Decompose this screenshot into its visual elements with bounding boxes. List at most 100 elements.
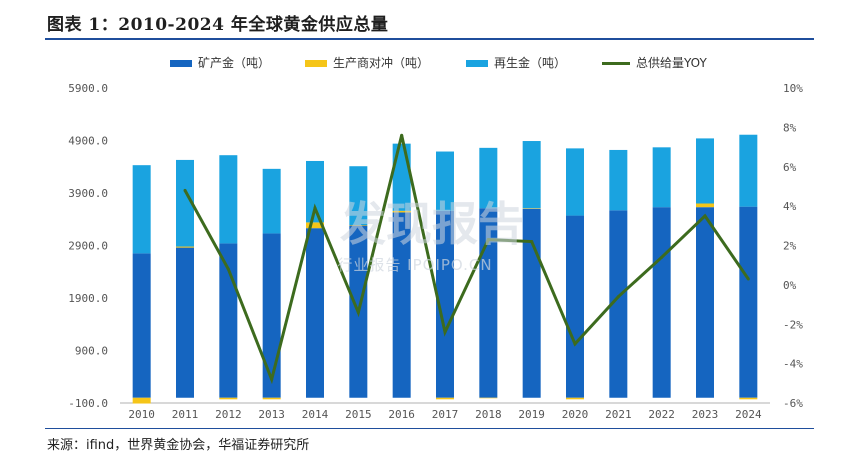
bar-recycle [219, 155, 238, 244]
x-tick-label: 2013 [258, 408, 285, 421]
bar-recycle [306, 160, 324, 223]
point-yoy [746, 277, 750, 281]
point-yoy [400, 133, 404, 137]
legend-swatch-recycle [466, 60, 488, 67]
plot-area: -100.0 900.0 1900.0 2900.0 3900.0 4900.0 5900.… [68, 82, 803, 421]
y-right-tick-label: 10% [783, 82, 803, 95]
bar-hedge [349, 225, 368, 226]
bar-recycle [652, 147, 671, 208]
point-yoy [530, 240, 534, 244]
bar-hedge [132, 397, 151, 404]
legend-label-recycle: 再生金（吨） [494, 55, 566, 70]
bar-recycle [479, 147, 498, 209]
x-tick-label: 2010 [128, 408, 155, 421]
bar-mine [262, 233, 281, 398]
point-yoy [226, 267, 230, 271]
y-left-tick-label: -100.0 [68, 397, 108, 410]
point-yoy [486, 238, 490, 242]
bar-hedge [219, 397, 238, 400]
bar-mine [132, 253, 151, 398]
chart-legend: 矿产金（吨） 生产商对冲（吨） 再生金（吨） 总供给量YOY [170, 55, 707, 70]
point-yoy [703, 214, 707, 218]
bar-recycle [739, 134, 758, 207]
bar-hedge [522, 208, 541, 209]
bar-mine [176, 247, 194, 398]
figure-title: 图表 1：2010-2024 年全球黄金供应总量 [47, 15, 389, 35]
bar-recycle [262, 168, 281, 234]
bar-hedge [566, 397, 584, 400]
bar-hedge [479, 397, 498, 399]
line-yoy [183, 134, 750, 385]
y-right-tick-label: 0% [783, 279, 797, 292]
x-tick-label: 2020 [562, 408, 589, 421]
bar-mine [392, 212, 411, 398]
y-right-tick-label: -2% [783, 318, 803, 331]
bar-recycle [176, 159, 194, 247]
point-yoy [356, 310, 360, 314]
x-tick-label: 2011 [172, 408, 199, 421]
y-right-tick-label: 4% [783, 200, 797, 213]
y-left-tick-label: 2900.0 [68, 240, 108, 253]
bar-mine [522, 208, 541, 398]
bar-hedge [176, 246, 194, 248]
bar-mine [696, 207, 714, 398]
bar-recycle [522, 141, 541, 209]
watermark: 发现报告 行业报告 IPOIPO.CN [337, 197, 524, 274]
point-yoy [443, 330, 447, 334]
point-yoy [573, 342, 577, 346]
bar-mine [306, 228, 324, 398]
y-right-tick-label: -6% [783, 397, 803, 410]
point-yoy [616, 295, 620, 299]
y-right-tick-label: 8% [783, 121, 797, 134]
x-tick-label: 2016 [388, 408, 415, 421]
point-yoy [270, 377, 274, 381]
x-tick-label: 2024 [735, 408, 762, 421]
legend-swatch-hedge [305, 60, 327, 67]
x-tick-label: 2021 [605, 408, 632, 421]
bar-mine [652, 207, 671, 398]
x-tick-label: 2015 [345, 408, 372, 421]
title-rule [45, 38, 814, 40]
y-right-tick-label: 2% [783, 240, 797, 253]
bar-hedge [696, 203, 714, 208]
bar-hedge [436, 397, 454, 400]
footer-rule [45, 428, 814, 429]
watermark-main: 发现报告 [340, 197, 524, 251]
bar-recycle [609, 149, 628, 211]
y-right-tick-label: 6% [783, 161, 797, 174]
legend-label-mine: 矿产金（吨） [198, 55, 270, 70]
y-left-tick-label: 3900.0 [68, 187, 108, 200]
supply-chart: 矿产金（吨） 生产商对冲（吨） 再生金（吨） 总供给量YOY -100.0 900… [68, 55, 803, 421]
y-right-tick-label: -4% [783, 358, 803, 371]
bar-mine [436, 210, 454, 398]
bar-recycle [436, 151, 454, 211]
bar-hedge [306, 222, 324, 229]
bar-hedge [739, 397, 758, 400]
bar-mine [609, 210, 628, 398]
bar-recycle [696, 138, 714, 204]
bar-recycle [349, 166, 368, 226]
y-left-tick-label: 1900.0 [68, 292, 108, 305]
y-left-tick-label: 900.0 [75, 345, 108, 358]
x-tick-label: 2022 [648, 408, 675, 421]
x-tick-label: 2019 [518, 408, 545, 421]
x-tick-label: 2012 [215, 408, 242, 421]
source-note: 来源：ifind，世界黄金协会，华福证券研究所 [47, 438, 310, 453]
point-yoy [313, 206, 317, 210]
legend-label-hedge: 生产商对冲（吨） [333, 55, 429, 70]
watermark-sub: 行业报告 IPOIPO.CN [337, 256, 492, 274]
y-left-tick-label: 4900.0 [68, 135, 108, 148]
bar-hedge [262, 397, 281, 400]
legend-swatch-mine [170, 60, 192, 67]
bar-mine [566, 215, 584, 398]
point-yoy [660, 255, 664, 259]
x-tick-label: 2014 [302, 408, 329, 421]
bar-mine [739, 206, 758, 398]
bar-recycle [566, 148, 584, 216]
x-tick-label: 2018 [475, 408, 502, 421]
bar-recycle [132, 165, 151, 254]
y-left-tick-label: 5900.0 [68, 82, 108, 95]
point-yoy [183, 188, 187, 192]
x-tick-label: 2017 [432, 408, 459, 421]
bar-hedge [392, 210, 411, 213]
